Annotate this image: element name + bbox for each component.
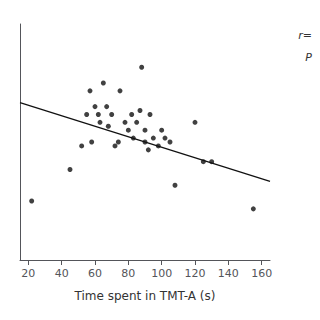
svg-text:Time spent in TMT-A (s): Time spent in TMT-A (s) (74, 289, 216, 303)
svg-text:80: 80 (121, 267, 135, 280)
svg-text:100: 100 (151, 267, 172, 280)
svg-text:r=: r= (298, 29, 312, 42)
svg-text:40: 40 (55, 267, 69, 280)
svg-text:120: 120 (185, 267, 206, 280)
svg-text:140: 140 (218, 267, 239, 280)
svg-text:60: 60 (88, 267, 102, 280)
svg-text:160: 160 (251, 267, 272, 280)
svg-text:20: 20 (21, 267, 35, 280)
svg-text:P: P (305, 51, 312, 64)
